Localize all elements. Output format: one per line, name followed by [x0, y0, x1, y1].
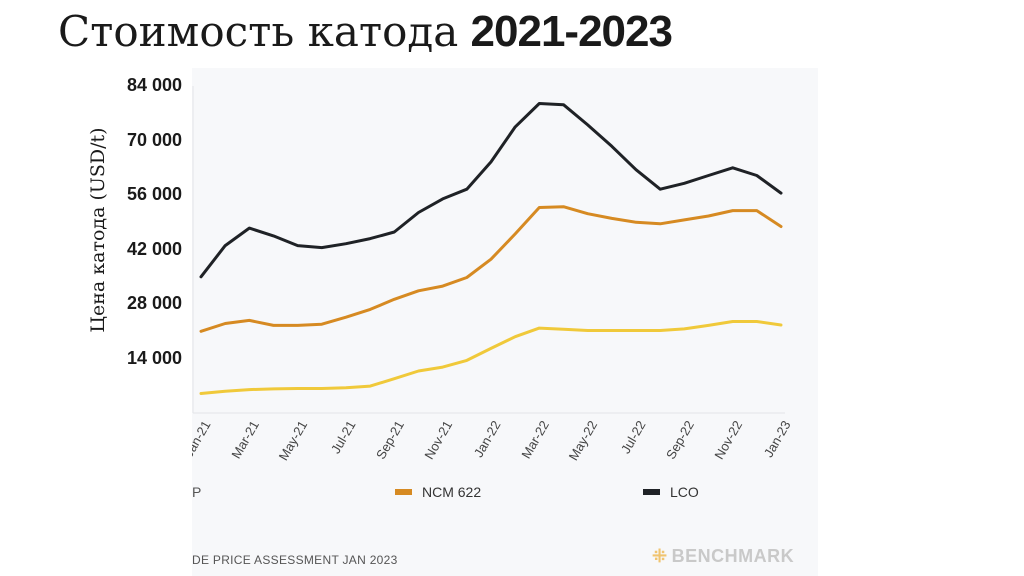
legend-label-lco: LCO	[670, 484, 699, 500]
slide-title-text: Стоимость катода	[58, 7, 459, 56]
chart-panel	[192, 68, 818, 576]
brand-mark-icon: ⁜	[652, 546, 668, 566]
x-tick-label: Jul-21	[328, 418, 359, 456]
x-tick-label: May-22	[566, 418, 601, 463]
y-tick-label: 14 000	[126, 347, 182, 368]
panel-edge-mask	[0, 414, 192, 474]
x-tick-label: Jan-22	[471, 418, 504, 460]
legend-swatch-ncm	[395, 489, 412, 495]
slide-title: Стоимость катода 2021-2023	[58, 4, 673, 60]
x-tick-label: Sep-22	[663, 418, 697, 462]
source-note: DE PRICE ASSESSMENT JAN 2023	[192, 553, 398, 567]
series-line-series-2	[199, 320, 783, 395]
series-line-lco	[199, 102, 783, 279]
x-tick-label: Mar-22	[518, 418, 552, 461]
x-tick-label: Jan-23	[761, 418, 794, 460]
y-tick-label: 28 000	[126, 293, 182, 313]
series-line-ncm-622	[199, 205, 783, 333]
y-tick-label: 70 000	[126, 129, 182, 150]
y-tick-label: 84 000	[126, 75, 182, 95]
x-tick-label: Nov-21	[421, 418, 455, 462]
x-tick-label: Jul-22	[618, 418, 649, 456]
brand-logo: ⁜ BENCHMARK	[652, 546, 794, 567]
y-tick-label: 42 000	[126, 238, 182, 259]
x-tick-label: Nov-22	[711, 418, 745, 462]
legend-item-lco: LCO	[643, 484, 699, 500]
y-tick-label: 56 000	[126, 184, 182, 204]
legend-swatch-lco	[643, 489, 660, 495]
brand-name: BENCHMARK	[671, 546, 795, 566]
slide-title-years: 2021-2023	[470, 7, 673, 56]
legend-item-ncm: NCM 622	[395, 484, 481, 500]
x-tick-label: Mar-21	[228, 418, 262, 461]
x-tick-label: May-21	[276, 418, 311, 463]
x-tick-label: Sep-21	[373, 418, 407, 462]
legend-partial-entry: P	[192, 484, 202, 500]
legend-label-ncm: NCM 622	[422, 484, 482, 500]
